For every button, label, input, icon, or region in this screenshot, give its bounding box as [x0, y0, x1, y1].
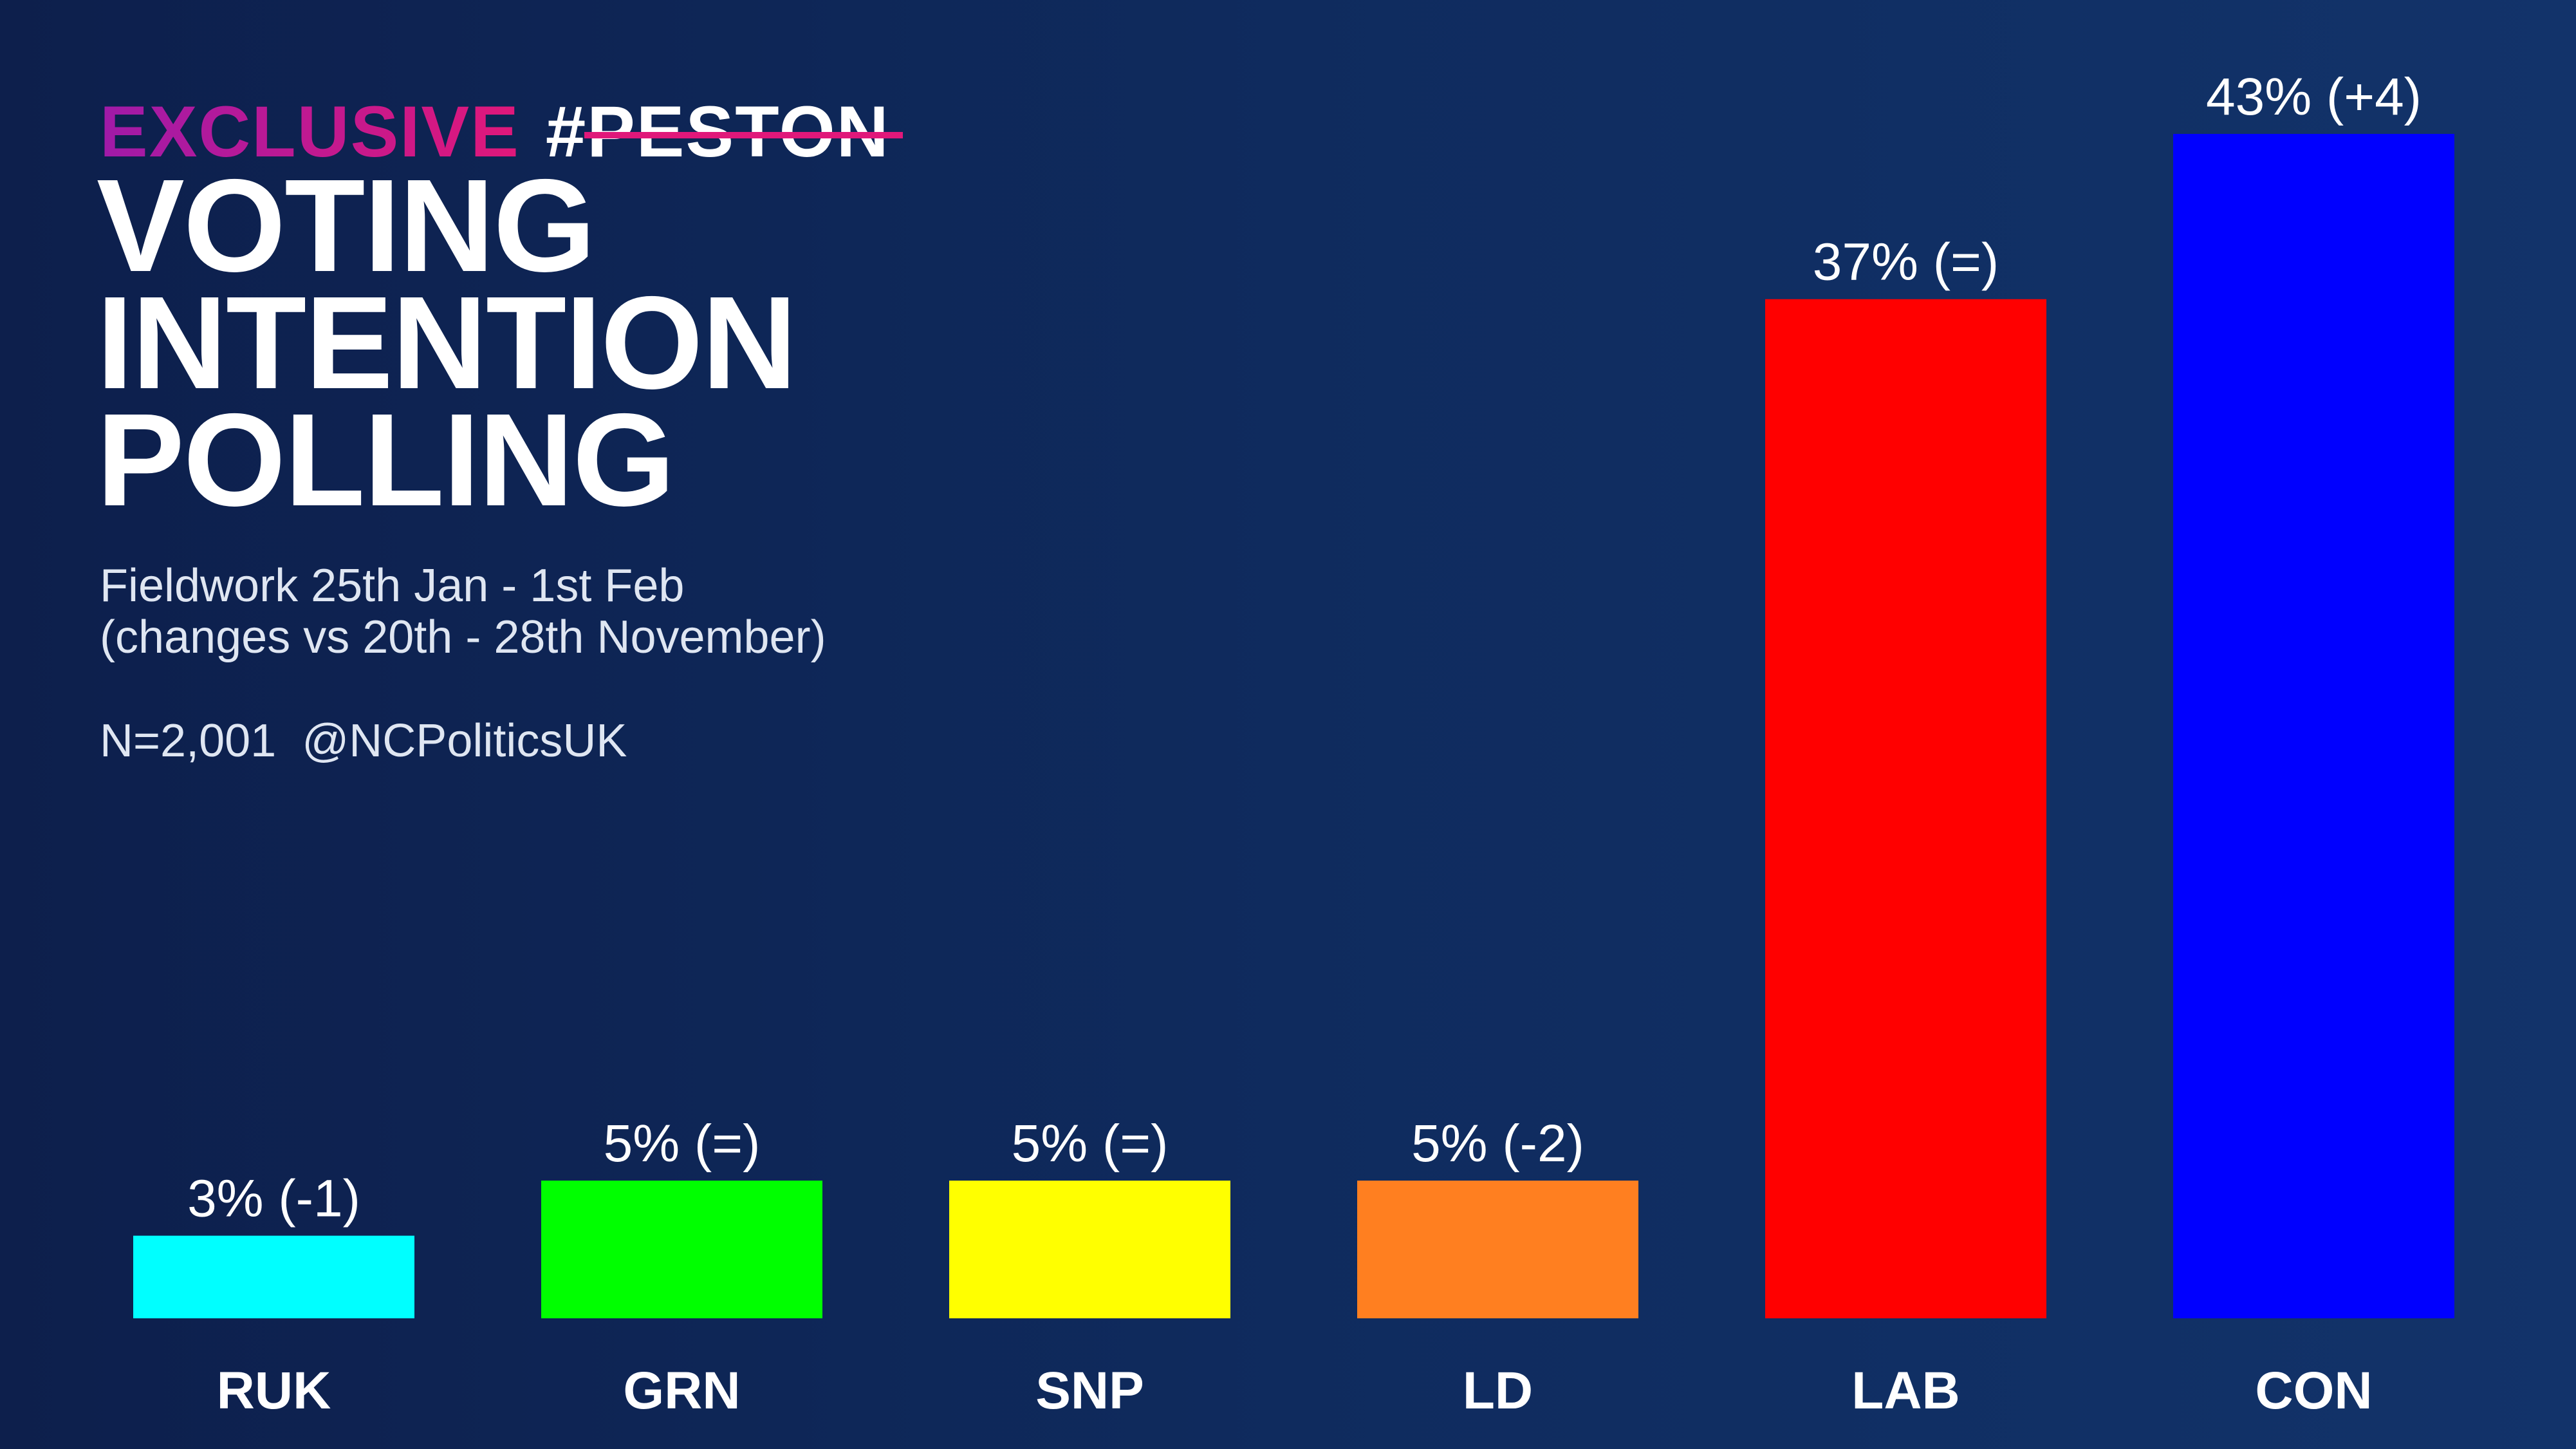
value-label-ruk: 3% (-1) [187, 1170, 360, 1228]
sample-size: N=2,001 [100, 715, 277, 767]
category-label-snp: SNP [1035, 1361, 1144, 1420]
value-label-lab: 37% (=) [1813, 233, 1999, 292]
value-label-con: 43% (+4) [2206, 68, 2422, 126]
value-label-grn: 5% (=) [604, 1114, 761, 1173]
bar-ruk [133, 1235, 414, 1318]
bar-lab [1765, 299, 2046, 1319]
brand-header: EXCLUSIVE #PESTON [100, 90, 903, 173]
twitter-handle: @NCPoliticsUK [302, 715, 627, 767]
category-label-grn: GRN [623, 1361, 740, 1420]
fieldwork-dates: Fieldwork 25th Jan - 1st Feb [100, 560, 685, 612]
sample-info: N=2,001 @NCPoliticsUK [100, 715, 627, 767]
peston-underline [584, 131, 903, 138]
bar-con [2173, 134, 2454, 1318]
category-label-lab: LAB [1851, 1361, 1960, 1420]
exclusive-label: EXCLUSIVE [100, 91, 520, 172]
category-label-ruk: RUK [217, 1361, 331, 1420]
page-title: VOTING INTENTION POLLING [97, 152, 797, 534]
bar-snp [949, 1181, 1230, 1318]
fieldwork-info: Fieldwork 25th Jan - 1st Feb (changes vs… [100, 560, 826, 663]
peston-logo: #PESTON [546, 91, 903, 172]
category-label-ld: LD [1463, 1361, 1533, 1420]
title-line-1: VOTING [97, 152, 596, 299]
bar-grn [541, 1181, 822, 1318]
title-line-2: INTENTION [97, 269, 797, 416]
comparison-dates: (changes vs 20th - 28th November) [100, 612, 826, 663]
title-line-3: POLLING [97, 386, 675, 534]
category-label-con: CON [2255, 1361, 2372, 1420]
value-label-snp: 5% (=) [1012, 1114, 1169, 1173]
value-label-ld: 5% (-2) [1411, 1114, 1584, 1173]
bar-ld [1357, 1181, 1638, 1318]
